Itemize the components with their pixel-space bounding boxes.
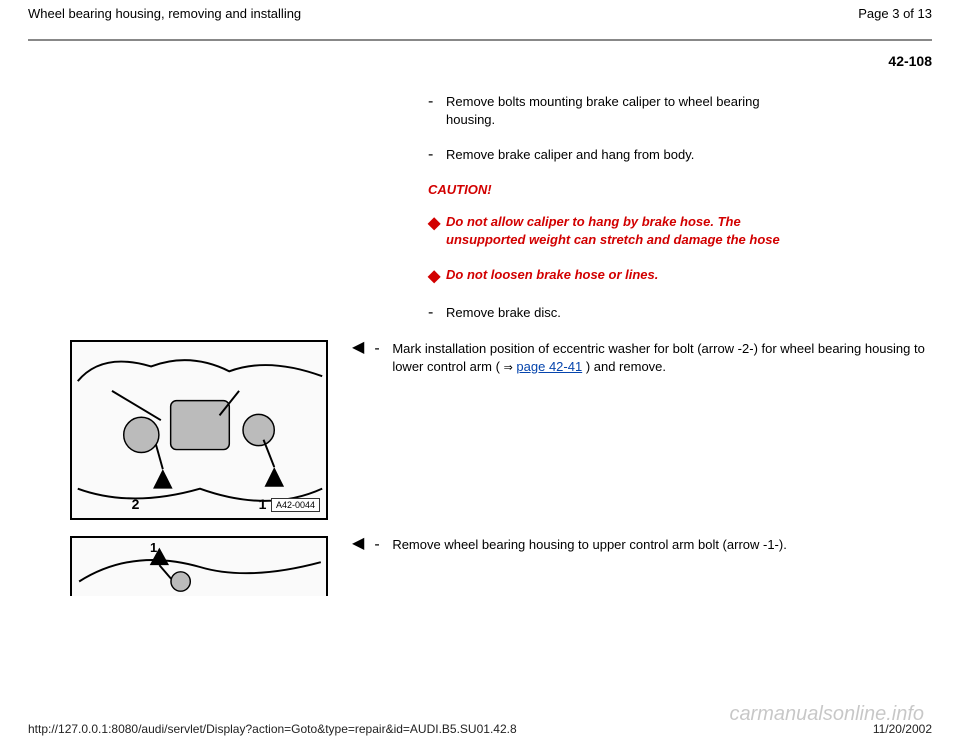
dash-icon: - <box>428 304 446 322</box>
footer-date: 11/20/2002 <box>873 722 932 736</box>
caution-text: Do not loosen brake hose or lines. <box>446 266 798 286</box>
figure-1-text: - Mark installation position of eccentri… <box>374 340 932 393</box>
figure-section-1: 2 1 A42-0044 ◀ - Mark installation posit… <box>28 340 932 520</box>
doc-title: Wheel bearing housing, removing and inst… <box>28 6 301 21</box>
mechanical-illustration <box>72 538 326 596</box>
step-text: Remove brake caliper and hang from body. <box>446 146 798 164</box>
figure-stamp: A42-0044 <box>271 498 320 512</box>
page-header: Wheel bearing housing, removing and inst… <box>28 6 932 21</box>
pointer-triangle-icon: ◀ <box>352 340 364 356</box>
caution-heading: CAUTION! <box>428 182 798 197</box>
step: - Remove bolts mounting brake caliper to… <box>428 93 798 128</box>
bullet-icon: ◆ <box>428 213 446 248</box>
figure-1: 2 1 A42-0044 <box>70 340 328 520</box>
page-number: Page 3 of 13 <box>858 6 932 21</box>
step-text: Remove bolts mounting brake caliper to w… <box>446 93 798 128</box>
text-fragment: ) and remove. <box>586 359 666 374</box>
figure-2-text: - Remove wheel bearing housing to upper … <box>374 536 932 572</box>
caution-item: ◆ Do not loosen brake hose or lines. <box>428 266 798 286</box>
caution-text: Do not allow caliper to hang by brake ho… <box>446 213 798 248</box>
dash-icon: - <box>374 340 392 375</box>
footer-url: http://127.0.0.1:8080/audi/servlet/Displ… <box>28 722 517 736</box>
figure-section-2: 1 ◀ - Remove wheel bearing housing to up… <box>28 536 932 596</box>
bullet-icon: ◆ <box>428 266 446 286</box>
step: - Remove brake caliper and hang from bod… <box>428 146 798 164</box>
callout-number: 1 <box>150 540 157 555</box>
link-arrow-icon: ⇒ <box>504 362 513 374</box>
page-footer: http://127.0.0.1:8080/audi/servlet/Displ… <box>28 722 932 736</box>
header-rule <box>28 39 932 41</box>
callout-number: 2 <box>132 496 140 512</box>
step-text: Remove wheel bearing housing to upper co… <box>392 536 932 554</box>
step-text: Mark installation position of eccentric … <box>392 340 932 375</box>
mechanical-illustration <box>72 342 326 518</box>
step: - Mark installation position of eccentri… <box>374 340 932 375</box>
step-text: Remove brake disc. <box>446 304 798 322</box>
dash-icon: - <box>428 93 446 128</box>
figure-2: 1 <box>70 536 328 596</box>
caution-item: ◆ Do not allow caliper to hang by brake … <box>428 213 798 248</box>
step: - Remove brake disc. <box>428 304 798 322</box>
page-code: 42-108 <box>28 53 932 69</box>
pointer-triangle-icon: ◀ <box>352 536 364 552</box>
callout-number: 1 <box>259 496 267 512</box>
instruction-column: - Remove bolts mounting brake caliper to… <box>428 93 798 322</box>
dash-icon: - <box>428 146 446 164</box>
step: - Remove wheel bearing housing to upper … <box>374 536 932 554</box>
dash-icon: - <box>374 536 392 554</box>
page-link[interactable]: page 42-41 <box>516 359 582 374</box>
